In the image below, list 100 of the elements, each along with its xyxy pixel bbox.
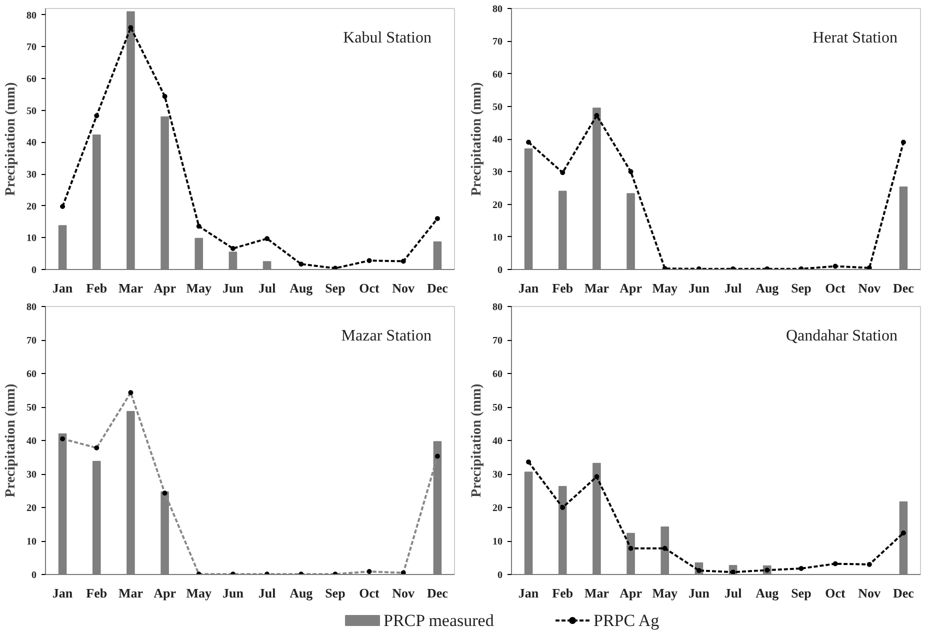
- y-tick-label: 50: [492, 402, 502, 414]
- point: [162, 94, 168, 99]
- y-tick-label: 0: [498, 570, 502, 581]
- y-tick-label: 80: [492, 4, 502, 15]
- x-tick-label: Oct: [825, 280, 846, 296]
- x-tick-label: Apr: [620, 280, 642, 296]
- point: [560, 505, 566, 510]
- y-tick-label: 50: [492, 102, 502, 113]
- point: [434, 216, 440, 222]
- y-tick-label: 40: [26, 138, 36, 149]
- y-tick-label: 80: [26, 10, 36, 22]
- x-tick-label: Aug: [756, 586, 780, 600]
- x-tick-label: Jan: [52, 586, 74, 600]
- x-tick-label: Feb: [86, 586, 108, 600]
- y-tick-label: 80: [492, 302, 502, 313]
- point: [832, 561, 838, 566]
- y-tick-label: 40: [26, 436, 36, 447]
- point: [94, 113, 100, 118]
- x-tick-label: Dec: [426, 586, 448, 600]
- x-tick-label: Aug: [290, 280, 314, 296]
- y-tick-label: 30: [492, 470, 502, 480]
- point: [366, 258, 372, 264]
- x-tick-label: Jan: [518, 280, 540, 296]
- x-tick-label: Sep: [325, 280, 346, 296]
- point: [628, 169, 634, 174]
- x-tick-label: Jun: [688, 280, 710, 296]
- legend-label: PRPC Ag: [594, 611, 660, 630]
- y-tick-label: 20: [492, 503, 502, 514]
- x-tick-label: Oct: [825, 586, 846, 600]
- y-tick-label: 40: [492, 436, 502, 447]
- y-tick-label: 30: [26, 470, 36, 480]
- y-tick-label: 70: [26, 336, 36, 346]
- point: [866, 265, 872, 270]
- point: [526, 140, 532, 145]
- point: [400, 258, 406, 264]
- point: [560, 170, 566, 176]
- point: [798, 566, 804, 571]
- x-tick-label: Oct: [359, 586, 380, 600]
- y-axis-title: Precipitation (mm): [4, 82, 18, 196]
- x-tick-label: Jan: [52, 280, 74, 296]
- point: [526, 459, 532, 464]
- y-axis-title: Precipitation (mm): [470, 383, 484, 498]
- y-tick-label: 0: [32, 265, 36, 276]
- y-tick-label: 30: [492, 167, 502, 178]
- y-tick-label: 60: [26, 74, 36, 86]
- x-tick-label: Feb: [86, 280, 108, 296]
- x-tick-label: Sep: [791, 586, 812, 600]
- point: [662, 546, 668, 551]
- x-tick-label: Apr: [620, 586, 642, 600]
- x-tick-label: Nov: [858, 586, 882, 600]
- x-tick-label: Nov: [392, 586, 416, 600]
- x-tick-label: Mar: [584, 280, 610, 296]
- y-axis-title: Precipitation (mm): [4, 383, 18, 498]
- y-tick-label: 10: [26, 536, 36, 548]
- x-tick-label: Jul: [258, 280, 276, 296]
- x-tick-label: Apr: [154, 280, 176, 296]
- y-tick-label: 50: [26, 402, 36, 414]
- x-tick-label: Jul: [258, 586, 276, 600]
- y-tick-label: 20: [26, 503, 36, 514]
- x-tick-label: Mar: [584, 586, 610, 600]
- x-tick-label: May: [652, 586, 678, 600]
- y-tick-label: 40: [492, 134, 502, 146]
- y-axis-title: Precipitation (mm): [470, 82, 484, 196]
- point: [332, 266, 338, 270]
- x-tick-label: Jul: [724, 586, 742, 600]
- x-tick-label: Feb: [552, 586, 574, 600]
- y-tick-label: 70: [492, 336, 502, 346]
- point: [832, 264, 838, 269]
- x-tick-label: Aug: [756, 280, 780, 296]
- y-tick-label: 20: [26, 201, 36, 212]
- y-tick-label: 70: [492, 36, 502, 48]
- point: [900, 530, 906, 536]
- annotation: Kabul Station: [343, 30, 432, 46]
- x-tick-label: Aug: [290, 586, 314, 600]
- x-tick-label: Jan: [518, 586, 540, 600]
- y-tick-label: 60: [26, 369, 36, 380]
- y-tick-label: 60: [492, 369, 502, 380]
- point: [60, 204, 66, 209]
- y-tick-label: 70: [26, 42, 36, 54]
- y-tick-label: 10: [26, 233, 36, 244]
- y-tick-label: 60: [492, 69, 502, 80]
- point: [594, 474, 600, 480]
- x-tick-label: Nov: [392, 280, 416, 296]
- point: [900, 140, 906, 145]
- x-tick-label: Sep: [325, 586, 346, 600]
- x-tick-label: Dec: [892, 280, 914, 296]
- point: [594, 113, 600, 118]
- x-tick-label: Dec: [426, 280, 448, 296]
- y-tick-label: 10: [492, 536, 502, 548]
- point: [196, 224, 202, 229]
- x-tick-label: Jun: [688, 586, 710, 600]
- point: [866, 562, 872, 567]
- annotation: Mazar Station: [341, 328, 432, 344]
- y-tick-label: 20: [492, 200, 502, 211]
- point: [628, 546, 634, 551]
- annotation: Herat Station: [812, 30, 898, 46]
- legend-label: PRCP measured: [384, 611, 494, 630]
- annotation: Qandahar Station: [786, 328, 898, 344]
- y-tick-label: 30: [26, 170, 36, 181]
- x-tick-label: Jul: [724, 280, 742, 296]
